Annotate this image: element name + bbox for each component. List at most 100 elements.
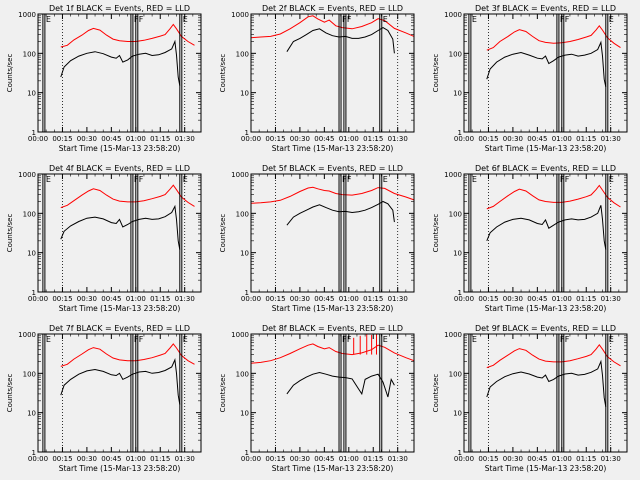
x-tick-label: 00:00 bbox=[241, 295, 261, 303]
y-tick-label: 1000 bbox=[444, 11, 462, 19]
panel-8: Det 8f BLACK = Events, RED = LLD Counts/s… bbox=[219, 324, 415, 473]
event-marker-label: F bbox=[560, 175, 565, 184]
x-tick-label: 01:30 bbox=[601, 295, 621, 303]
x-axis-label: Start Time (15-Mar-13 23:58:20) bbox=[59, 464, 181, 473]
y-tick-label: 10 bbox=[27, 250, 36, 258]
x-tick-label: 01:30 bbox=[601, 455, 621, 463]
event-marker-label: F bbox=[347, 15, 352, 24]
y-tick-label: 10 bbox=[453, 250, 462, 258]
panel-1: Det 1f BLACK = Events, RED = LLD Counts/s… bbox=[6, 4, 202, 153]
event-marker-label: F bbox=[560, 15, 565, 24]
x-tick-label: 00:45 bbox=[101, 135, 121, 143]
y-tick-label: 1000 bbox=[18, 11, 36, 19]
panel-7: Det 7f BLACK = Events, RED = LLD Counts/s… bbox=[6, 324, 202, 473]
y-tick-label: 1000 bbox=[18, 171, 36, 179]
x-tick-label: 00:45 bbox=[527, 135, 547, 143]
y-tick-label: 1000 bbox=[444, 171, 462, 179]
series-events-line bbox=[486, 359, 607, 407]
event-marker-label: E bbox=[609, 175, 614, 184]
y-tick-label: 100 bbox=[23, 210, 36, 218]
x-axis-label: Start Time (15-Mar-13 23:58:20) bbox=[485, 144, 607, 153]
x-tick-label: 00:30 bbox=[503, 295, 523, 303]
y-tick-label: 10 bbox=[27, 410, 36, 418]
panel-title: Det 1f BLACK = Events, RED = LLD bbox=[49, 4, 190, 13]
event-marker-label: E bbox=[383, 175, 388, 184]
y-axis-label: Counts/sec bbox=[432, 374, 440, 413]
event-marker-label: F bbox=[565, 15, 570, 24]
x-tick-label: 01:15 bbox=[576, 295, 596, 303]
series-lld-line bbox=[250, 15, 415, 39]
series-lld-line bbox=[486, 184, 621, 210]
x-tick-label: 01:30 bbox=[388, 135, 408, 143]
y-tick-label: 100 bbox=[23, 50, 36, 58]
event-marker-label: E bbox=[46, 175, 51, 184]
x-axis-label: Start Time (15-Mar-13 23:58:20) bbox=[485, 304, 607, 313]
x-tick-label: 00:45 bbox=[101, 295, 121, 303]
series-lld-line bbox=[486, 24, 621, 51]
event-marker-label: F bbox=[342, 15, 347, 24]
panel-6: Det 6f BLACK = Events, RED = LLD Counts/s… bbox=[432, 164, 628, 313]
y-tick-label: 1 bbox=[245, 129, 249, 137]
panel-title: Det 6f BLACK = Events, RED = LLD bbox=[475, 164, 616, 173]
y-tick-label: 10 bbox=[240, 90, 249, 98]
y-axis-label: Counts/sec bbox=[219, 54, 227, 93]
x-tick-label: 00:30 bbox=[77, 295, 97, 303]
series-lld-line bbox=[486, 343, 621, 369]
x-tick-label: 00:15 bbox=[265, 295, 285, 303]
panel-title: Det 4f BLACK = Events, RED = LLD bbox=[49, 164, 190, 173]
y-tick-label: 1 bbox=[458, 289, 462, 297]
x-tick-label: 00:00 bbox=[28, 295, 48, 303]
series-events-line bbox=[60, 358, 181, 405]
y-tick-label: 10 bbox=[240, 250, 249, 258]
series-events-line bbox=[60, 39, 181, 86]
y-tick-label: 1 bbox=[458, 449, 462, 457]
y-axis-label: Counts/sec bbox=[219, 374, 227, 413]
y-tick-label: 100 bbox=[236, 370, 249, 378]
x-tick-label: 00:00 bbox=[241, 135, 261, 143]
x-tick-label: 01:15 bbox=[363, 135, 383, 143]
event-marker-label: F bbox=[134, 175, 139, 184]
x-tick-label: 00:45 bbox=[101, 455, 121, 463]
x-tick-label: 01:00 bbox=[339, 455, 359, 463]
y-tick-label: 10 bbox=[27, 90, 36, 98]
x-tick-label: 00:00 bbox=[454, 135, 474, 143]
x-tick-label: 00:30 bbox=[77, 455, 97, 463]
event-marker-label: F bbox=[347, 175, 352, 184]
x-axis-label: Start Time (15-Mar-13 23:58:20) bbox=[59, 304, 181, 313]
x-axis-label: Start Time (15-Mar-13 23:58:20) bbox=[485, 464, 607, 473]
event-marker-label: F bbox=[347, 335, 352, 344]
x-tick-label: 00:30 bbox=[290, 455, 310, 463]
y-tick-label: 1000 bbox=[231, 331, 249, 339]
x-tick-label: 01:15 bbox=[150, 135, 170, 143]
y-tick-label: 100 bbox=[449, 210, 462, 218]
x-tick-label: 00:15 bbox=[265, 135, 285, 143]
x-tick-label: 01:15 bbox=[150, 295, 170, 303]
y-tick-label: 100 bbox=[23, 370, 36, 378]
series-lld-line bbox=[60, 343, 195, 367]
panel-5: Det 5f BLACK = Events, RED = LLD Counts/s… bbox=[219, 164, 415, 313]
x-tick-label: 01:15 bbox=[576, 455, 596, 463]
x-tick-label: 00:15 bbox=[52, 135, 72, 143]
x-tick-label: 01:30 bbox=[175, 295, 195, 303]
x-tick-label: 00:15 bbox=[478, 455, 498, 463]
panel-9: Det 9f BLACK = Events, RED = LLD Counts/s… bbox=[432, 324, 628, 473]
series-lld-line bbox=[250, 186, 415, 204]
y-tick-label: 1000 bbox=[231, 171, 249, 179]
x-tick-label: 00:45 bbox=[314, 455, 334, 463]
x-tick-label: 01:00 bbox=[552, 135, 572, 143]
x-axis-label: Start Time (15-Mar-13 23:58:20) bbox=[59, 144, 181, 153]
event-marker-label: F bbox=[565, 335, 570, 344]
x-tick-label: 00:45 bbox=[314, 135, 334, 143]
x-axis-label: Start Time (15-Mar-13 23:58:20) bbox=[272, 144, 394, 153]
y-tick-label: 100 bbox=[449, 370, 462, 378]
x-tick-label: 01:30 bbox=[175, 455, 195, 463]
event-marker-label: F bbox=[342, 175, 347, 184]
y-axis-label: Counts/sec bbox=[432, 214, 440, 253]
event-marker-label: E bbox=[472, 335, 477, 344]
x-tick-label: 01:00 bbox=[126, 295, 146, 303]
panel-4: Det 4f BLACK = Events, RED = LLD Counts/s… bbox=[6, 164, 202, 313]
x-tick-label: 01:00 bbox=[339, 135, 359, 143]
event-marker-label: F bbox=[134, 335, 139, 344]
x-tick-label: 00:30 bbox=[77, 135, 97, 143]
